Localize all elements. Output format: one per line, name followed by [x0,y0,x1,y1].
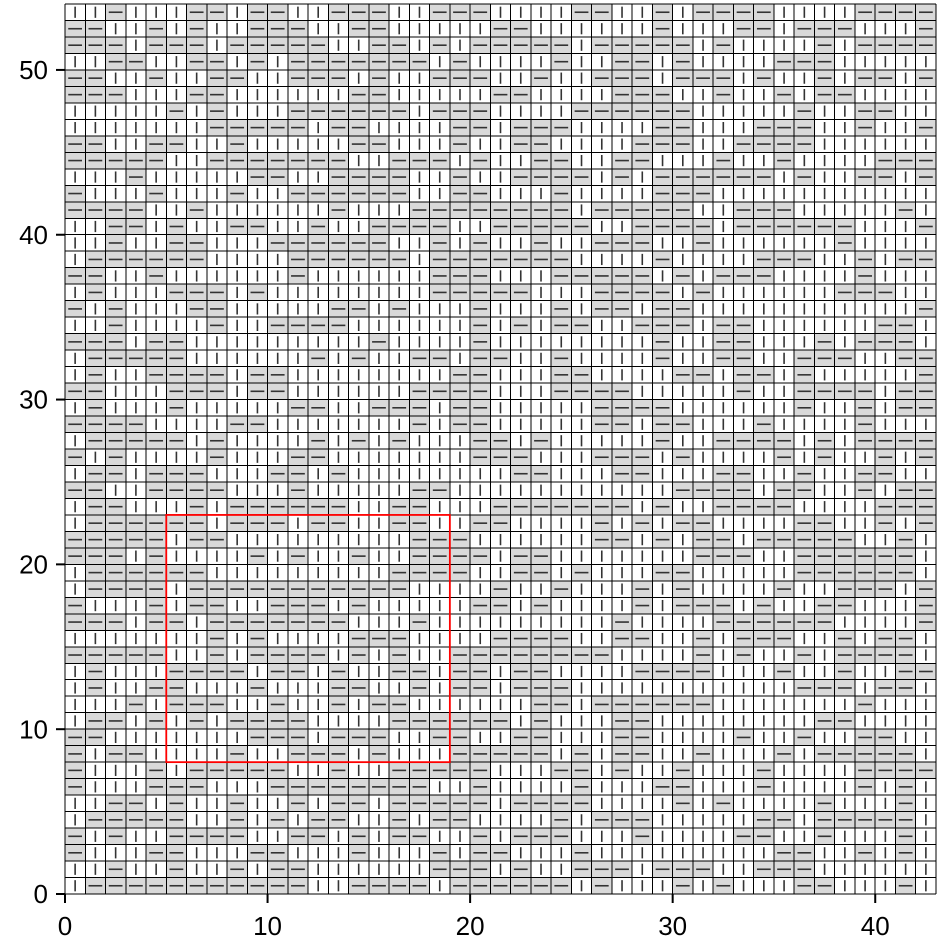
grid-heatmap-chart: 0 10 20 30 40 0 10 20 30 40 50 [0,0,940,948]
y-tick-label: 40 [19,220,48,250]
x-tick-label: 30 [658,911,687,941]
x-tick-label: 0 [58,911,72,941]
y-tick-label: 20 [19,549,48,579]
y-tick-label: 0 [34,879,48,909]
y-tick-label: 50 [19,55,48,85]
y-tick-label: 30 [19,385,48,415]
y-tick-label: 10 [19,714,48,744]
x-tick-label: 40 [861,911,890,941]
x-tick-label: 20 [456,911,485,941]
x-tick-label: 10 [253,911,282,941]
chart-svg: 0 10 20 30 40 0 10 20 30 40 50 [0,0,940,948]
